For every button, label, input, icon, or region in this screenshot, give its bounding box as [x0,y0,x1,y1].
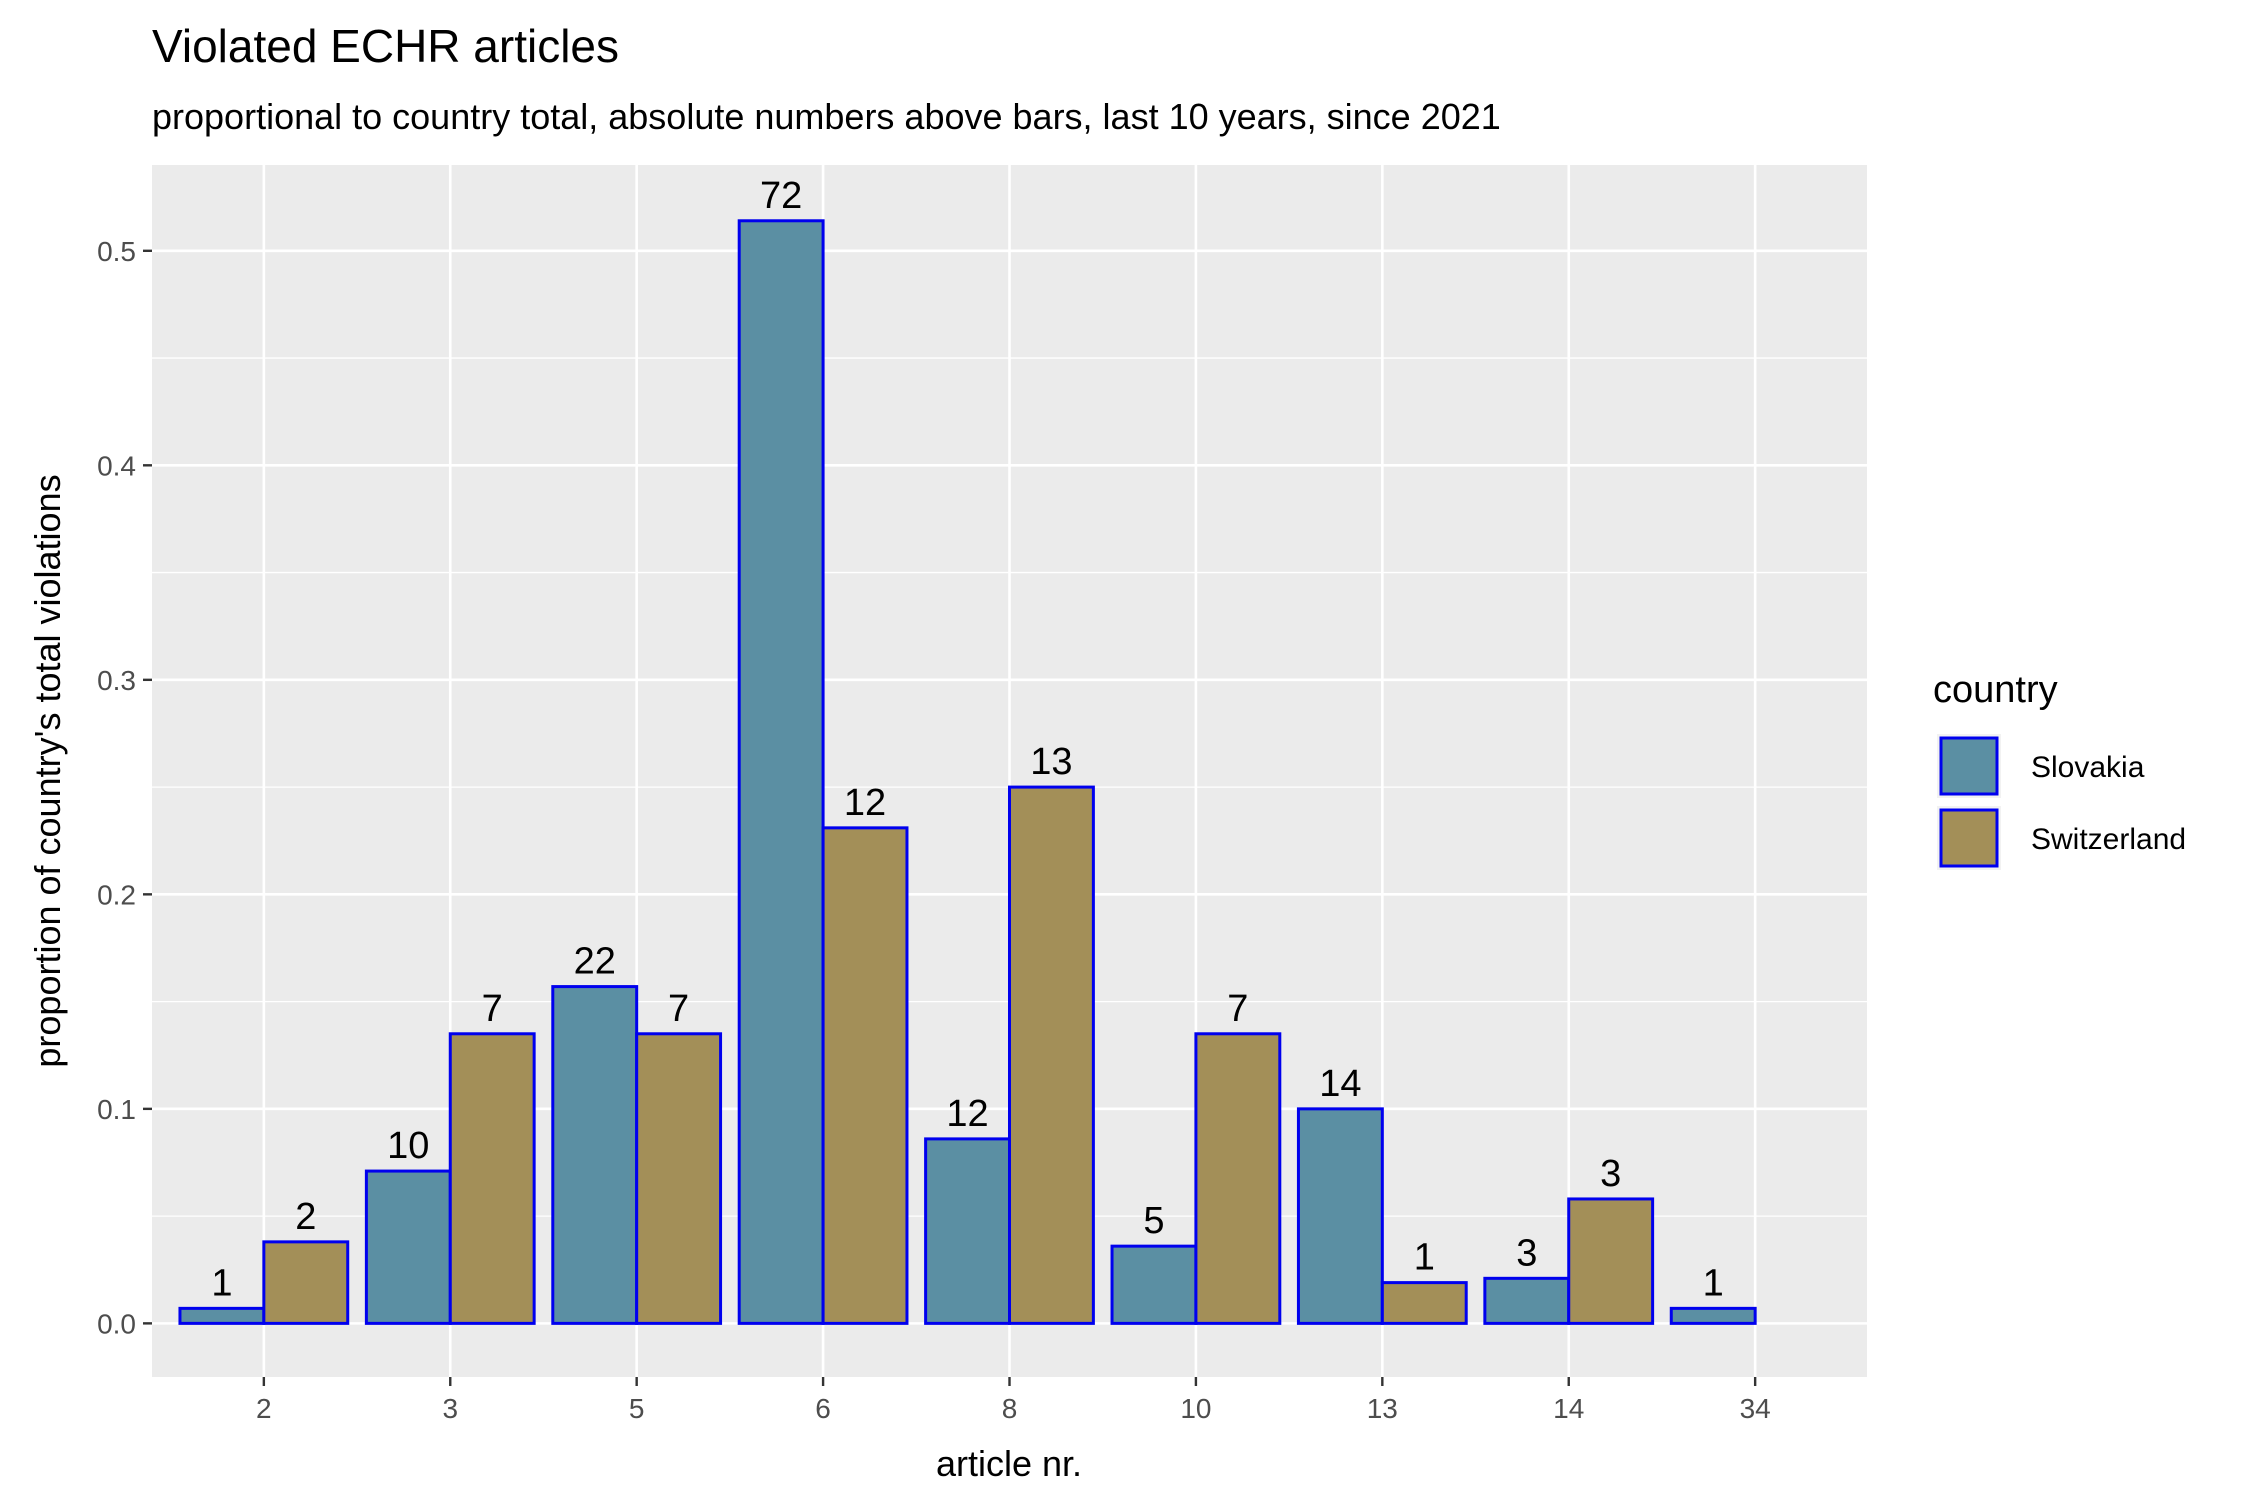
y-axis: 0.0 0.1 0.2 0.3 0.4 0.5 [97,236,152,1339]
chart-title: Violated ECHR articles [152,20,619,72]
legend: country Slovakia Switzerland [1933,669,2186,870]
chart-subtitle: proportional to country total, absolute … [152,96,1501,137]
bar-slovakia-article-6 [737,219,825,1325]
y-axis-title: proportion of country's total violations [27,474,68,1067]
bar-label-slovakia-article-8: 12 [946,1093,988,1135]
x-tick-label: 14 [1553,1393,1584,1424]
x-axis-title: article nr. [936,1443,1082,1484]
bar-label-slovakia-article-3: 10 [387,1125,429,1167]
bar-slovakia-article-8 [924,1137,1012,1325]
bar-switzerland-article-13 [1380,1281,1468,1325]
x-tick-label: 8 [1002,1393,1018,1424]
bar-slovakia-article-13 [1296,1107,1384,1325]
x-axis: 2 3 5 6 8 10 13 14 34 [256,1377,1771,1424]
y-tick-label: 0.2 [97,879,136,910]
bar-switzerland-article-2 [262,1240,350,1325]
bar-slovakia-article-5 [551,985,639,1325]
bar-label-switzerland-article-2: 2 [295,1196,316,1238]
x-tick-label: 6 [815,1393,831,1424]
y-tick-label: 0.1 [97,1094,136,1125]
bar-label-slovakia-article-2: 1 [211,1262,232,1304]
bar-label-switzerland-article-3: 7 [482,988,503,1030]
x-tick-label: 3 [442,1393,458,1424]
bar-label-slovakia-article-13: 14 [1319,1063,1361,1105]
bar-slovakia-article-14 [1483,1276,1571,1325]
y-tick-label: 0.0 [97,1308,136,1339]
legend-title: country [1933,669,2058,711]
bar-slovakia-article-3 [364,1169,452,1325]
bars [178,219,1757,1325]
bar-label-slovakia-article-6: 72 [760,175,802,217]
bar-switzerland-article-3 [448,1032,536,1325]
bar-switzerland-article-5 [635,1032,723,1325]
bar-label-switzerland-article-8: 13 [1030,741,1072,783]
bar-label-switzerland-article-13: 1 [1414,1237,1435,1279]
legend-label-slovakia: Slovakia [2031,751,2145,784]
x-tick-label: 34 [1740,1393,1771,1424]
bar-switzerland-article-8 [1008,785,1095,1325]
bar-switzerland-article-14 [1567,1197,1655,1325]
bar-slovakia-article-34 [1669,1306,1757,1325]
bar-label-slovakia-article-14: 3 [1516,1232,1537,1274]
x-tick-label: 10 [1180,1393,1211,1424]
bar-label-slovakia-article-34: 1 [1703,1262,1724,1304]
y-tick-label: 0.4 [97,450,136,481]
y-tick-label: 0.3 [97,665,136,696]
x-tick-label: 2 [256,1393,272,1424]
bar-switzerland-article-10 [1194,1032,1282,1325]
bar-label-switzerland-article-6: 12 [844,782,886,824]
bar-slovakia-article-2 [178,1306,266,1325]
bar-label-switzerland-article-5: 7 [668,988,689,1030]
legend-label-switzerland: Switzerland [2031,823,2186,856]
bar-slovakia-article-10 [1110,1244,1198,1325]
x-tick-label: 5 [629,1393,645,1424]
y-tick-label: 0.5 [97,236,136,267]
legend-swatch-switzerland [1939,808,1999,868]
bar-label-slovakia-article-10: 5 [1143,1200,1164,1242]
x-tick-label: 13 [1367,1393,1398,1424]
bar-label-switzerland-article-14: 3 [1600,1153,1621,1195]
bar-label-slovakia-article-5: 22 [574,941,616,983]
legend-swatch-slovakia [1939,736,1999,796]
bar-label-switzerland-article-10: 7 [1227,988,1248,1030]
bar-switzerland-article-6 [821,826,909,1325]
